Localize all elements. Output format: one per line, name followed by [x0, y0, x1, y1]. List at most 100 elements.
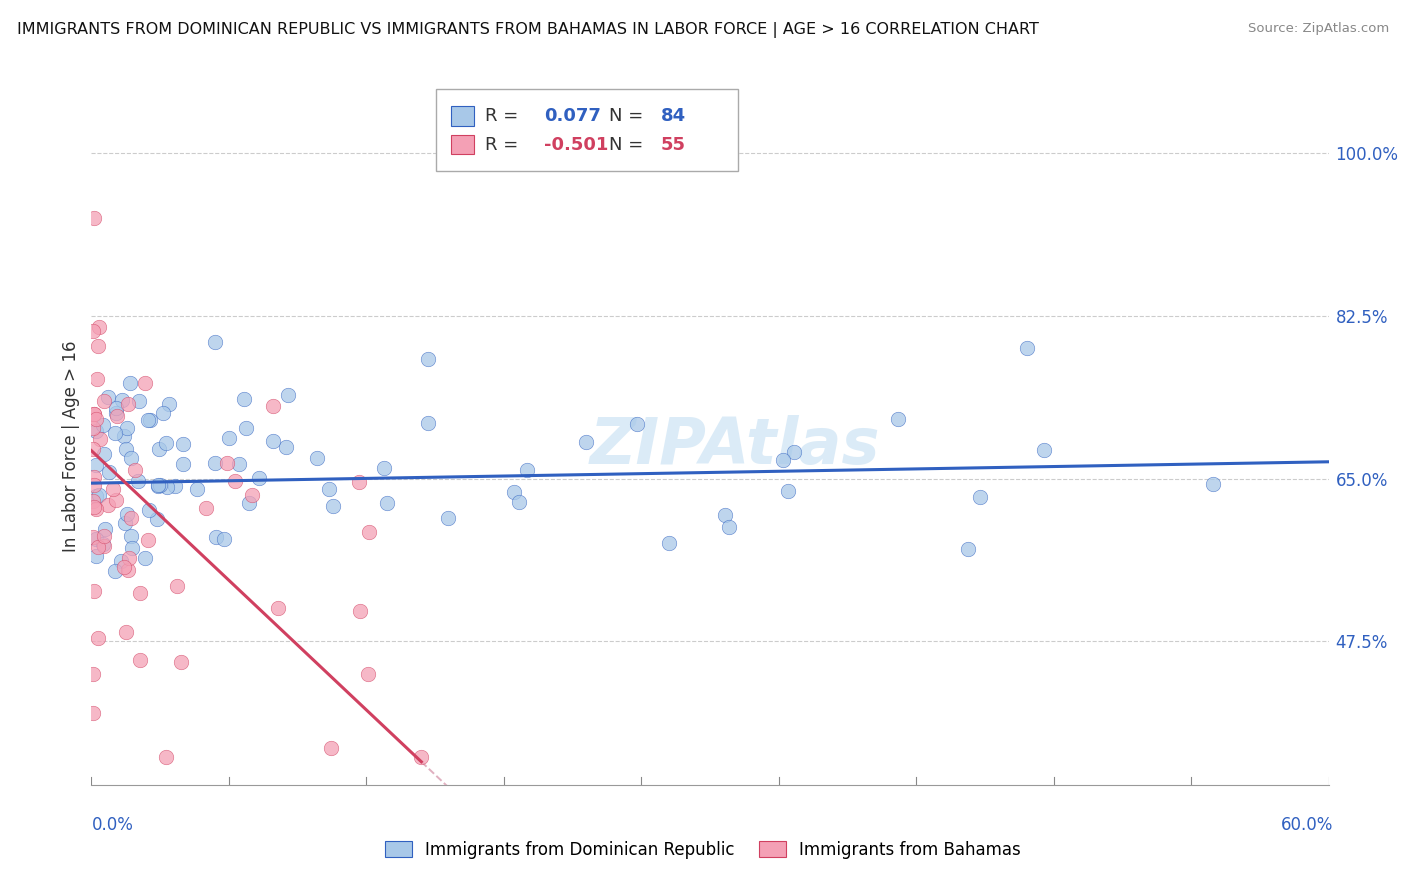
Point: [436, 510, 458, 524]
Point: [262, 434, 284, 449]
Point: [87, 338, 110, 352]
Point: [887, 411, 910, 425]
Point: [94, 522, 117, 536]
Point: [156, 480, 179, 494]
Point: [124, 463, 146, 477]
Point: [349, 604, 371, 618]
Point: [138, 413, 160, 427]
Text: IMMIGRANTS FROM DOMINICAN REPUBLIC VS IMMIGRANTS FROM BAHAMAS IN LABOR FORCE | A: IMMIGRANTS FROM DOMINICAN REPUBLIC VS IM…: [17, 22, 1039, 38]
Point: [118, 376, 141, 390]
Point: [84, 489, 107, 503]
Point: [120, 529, 142, 543]
Text: 60.0%: 60.0%: [1281, 816, 1333, 834]
Point: [318, 483, 340, 497]
Point: [277, 388, 299, 402]
Point: [1033, 442, 1056, 457]
Text: 0.077: 0.077: [544, 107, 600, 125]
Point: [121, 541, 143, 556]
Point: [658, 536, 681, 550]
Point: [87, 541, 110, 555]
Point: [375, 496, 398, 510]
Point: [84, 502, 107, 516]
Point: [82, 324, 104, 338]
Point: [319, 741, 342, 756]
Point: [93, 529, 115, 543]
Point: [155, 435, 177, 450]
Point: [717, 520, 740, 534]
Point: [235, 421, 257, 435]
Point: [139, 413, 162, 427]
Point: [714, 508, 737, 522]
Point: [86, 412, 108, 426]
Point: [305, 451, 328, 466]
Point: [89, 433, 111, 447]
Point: [146, 512, 169, 526]
Text: N =: N =: [609, 107, 648, 125]
Point: [96, 390, 118, 404]
Text: 0.0%: 0.0%: [91, 816, 134, 834]
Point: [128, 653, 150, 667]
Point: [83, 469, 105, 483]
Point: [146, 477, 169, 491]
Point: [101, 482, 124, 496]
Point: [82, 667, 104, 681]
Point: [148, 442, 170, 456]
Point: [82, 530, 104, 544]
Point: [105, 401, 128, 416]
Point: [105, 493, 128, 508]
Point: [138, 503, 160, 517]
Point: [83, 477, 105, 491]
Point: [322, 500, 344, 514]
Point: [111, 392, 134, 407]
Point: [195, 501, 218, 516]
Point: [152, 406, 174, 420]
Point: [86, 372, 108, 386]
Point: [128, 394, 150, 409]
Point: [83, 584, 105, 599]
Point: [129, 586, 152, 600]
Point: [170, 655, 193, 669]
Point: [240, 488, 263, 502]
Point: [172, 437, 194, 451]
Point: [626, 417, 648, 431]
Point: [134, 376, 156, 390]
Point: [204, 334, 226, 349]
Point: [172, 457, 194, 471]
Point: [165, 479, 187, 493]
Point: [87, 488, 110, 502]
Point: [778, 483, 800, 498]
Point: [247, 471, 270, 485]
Point: [115, 625, 138, 640]
Point: [93, 536, 115, 550]
Point: [263, 399, 285, 413]
Point: [1015, 342, 1038, 356]
Point: [155, 750, 177, 764]
Point: [83, 500, 105, 514]
Point: [956, 542, 979, 557]
Point: [97, 465, 120, 479]
Point: [83, 408, 105, 422]
Point: [218, 431, 240, 445]
Point: [112, 429, 135, 443]
Point: [114, 516, 136, 530]
Point: [112, 560, 135, 574]
Point: [166, 579, 188, 593]
Text: R =: R =: [485, 107, 524, 125]
Point: [357, 667, 380, 681]
Point: [503, 485, 526, 500]
Text: N =: N =: [609, 136, 648, 153]
Point: [120, 450, 142, 465]
Point: [110, 554, 132, 568]
Y-axis label: In Labor Force | Age > 16: In Labor Force | Age > 16: [62, 340, 80, 552]
Point: [782, 445, 804, 459]
Point: [117, 397, 139, 411]
Point: [233, 392, 256, 406]
Point: [84, 458, 107, 473]
Point: [508, 495, 530, 509]
Point: [127, 475, 149, 489]
Point: [117, 563, 139, 577]
Point: [105, 409, 128, 423]
Point: [97, 498, 120, 512]
Point: [772, 453, 794, 467]
Text: 55: 55: [661, 136, 686, 153]
